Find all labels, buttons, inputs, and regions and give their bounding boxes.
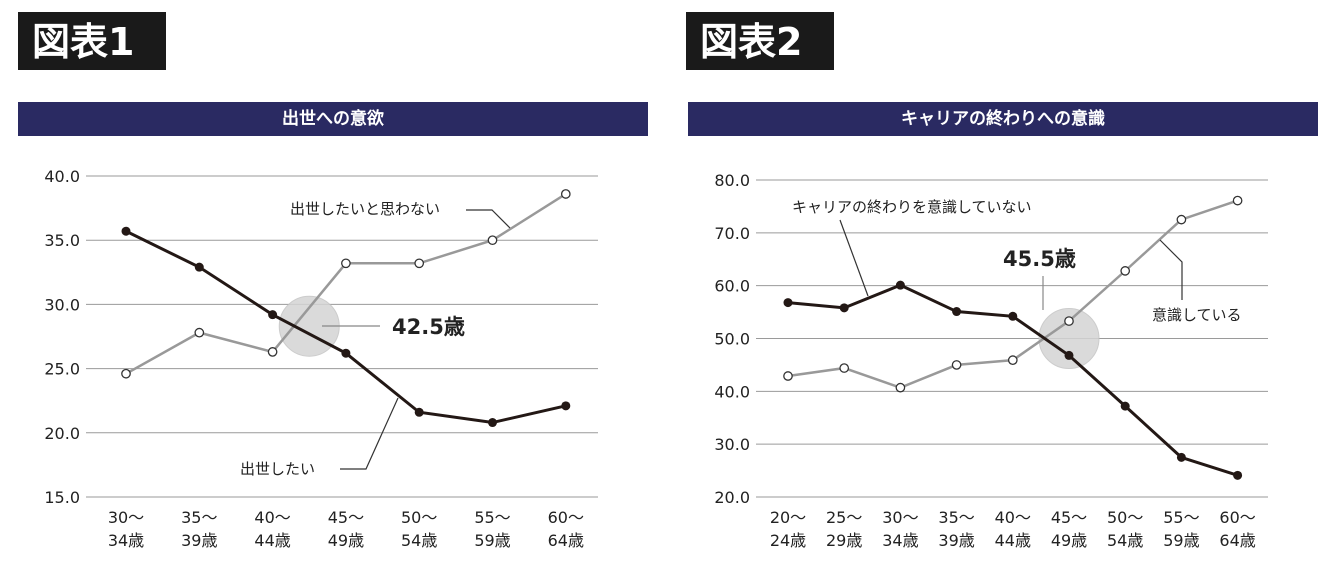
data-point <box>1008 311 1018 321</box>
x-tick-label: 25〜 29歳 <box>826 508 862 550</box>
data-point <box>121 226 131 236</box>
annotation-leader <box>340 397 399 470</box>
y-tick-label: 40.0 <box>714 382 750 401</box>
data-point <box>414 407 424 417</box>
y-tick-label: 30.0 <box>44 295 80 314</box>
y-tick-label: 40.0 <box>44 167 80 186</box>
data-point <box>414 258 425 269</box>
data-point <box>951 360 962 370</box>
data-point <box>1176 452 1186 462</box>
data-point <box>561 401 571 411</box>
x-tick-label: 45〜 49歳 <box>1051 508 1087 550</box>
series-annotation: キャリアの終わりを意識していない <box>792 198 1032 216</box>
x-tick-label: 55〜 59歳 <box>474 508 510 550</box>
data-point <box>839 363 850 373</box>
y-tick-label: 25.0 <box>44 360 80 379</box>
series-line-2 <box>125 192 567 375</box>
data-point <box>560 189 571 199</box>
data-point <box>1120 401 1130 411</box>
x-tick-label: 60〜 64歳 <box>1219 508 1255 550</box>
y-tick-label: 70.0 <box>714 224 750 243</box>
data-point <box>194 262 204 272</box>
annotation-leader <box>466 209 511 229</box>
chart-1-title: 出世への意欲 <box>18 102 648 136</box>
callout-label: 42.5歳 <box>392 315 465 339</box>
data-point <box>267 347 278 357</box>
x-tick-label: 60〜 64歳 <box>548 508 584 550</box>
chart-2-title: キャリアの終わりへの意識 <box>688 102 1318 136</box>
data-point <box>488 418 497 428</box>
callout-label: 45.5歳 <box>1003 247 1076 271</box>
data-point <box>341 348 351 358</box>
x-tick-label: 35〜 39歳 <box>181 508 217 550</box>
y-tick-label: 20.0 <box>714 488 750 507</box>
data-point <box>341 258 351 269</box>
data-point <box>783 371 793 381</box>
data-point <box>895 382 906 393</box>
data-point <box>952 307 962 317</box>
x-tick-label: 30〜 34歳 <box>108 508 144 550</box>
figure-1-tag: 図表1 <box>18 12 166 70</box>
y-tick-label: 15.0 <box>44 488 80 507</box>
data-point <box>268 310 278 320</box>
data-point <box>1064 350 1074 360</box>
x-tick-label: 45〜 49歳 <box>328 508 364 550</box>
x-tick-label: 20〜 24歳 <box>770 508 806 550</box>
data-point <box>194 327 205 338</box>
series-annotation: 意識している <box>1152 306 1242 324</box>
x-tick-label: 30〜 34歳 <box>882 508 918 550</box>
data-point <box>1120 266 1131 276</box>
chart-1: 40.0 35.0 30.0 25.0 20.0 15.0 30〜 34歳 35〜 39歳 40〜 4… <box>44 167 598 550</box>
series-annotation: 出世したいと思わない <box>290 200 440 218</box>
annotation-leader <box>839 219 869 297</box>
x-tick-label: 40〜 44歳 <box>254 508 290 550</box>
data-point <box>1007 355 1018 366</box>
x-tick-label: 50〜 54歳 <box>1107 508 1143 550</box>
data-point <box>1176 214 1187 225</box>
data-point <box>121 368 131 379</box>
y-tick-label: 20.0 <box>44 424 80 443</box>
data-point <box>1064 316 1074 326</box>
x-tick-label: 35〜 39歳 <box>938 508 974 550</box>
y-tick-label: 35.0 <box>44 231 80 250</box>
data-point <box>487 235 498 246</box>
data-point <box>839 303 849 313</box>
x-tick-label: 40〜 44歳 <box>995 508 1031 550</box>
chart-2: 80.0 70.0 60.0 50.0 40.0 30.0 20.0 20〜 24歳 25〜 29歳… <box>714 171 1268 550</box>
y-tick-label: 60.0 <box>714 277 750 296</box>
data-point <box>1233 470 1243 480</box>
figure-2-tag: 図表2 <box>686 12 834 70</box>
data-point <box>783 298 793 308</box>
annotation-leader <box>1159 239 1183 300</box>
y-tick-label: 30.0 <box>714 435 750 454</box>
callout-circle <box>1038 308 1100 369</box>
x-tick-label: 55〜 59歳 <box>1163 508 1199 550</box>
series-annotation: 出世したい <box>240 460 315 478</box>
data-point <box>1232 195 1243 206</box>
y-tick-label: 80.0 <box>714 171 750 190</box>
x-tick-label: 50〜 54歳 <box>401 508 437 550</box>
y-tick-label: 50.0 <box>714 330 750 349</box>
data-point <box>895 280 905 290</box>
